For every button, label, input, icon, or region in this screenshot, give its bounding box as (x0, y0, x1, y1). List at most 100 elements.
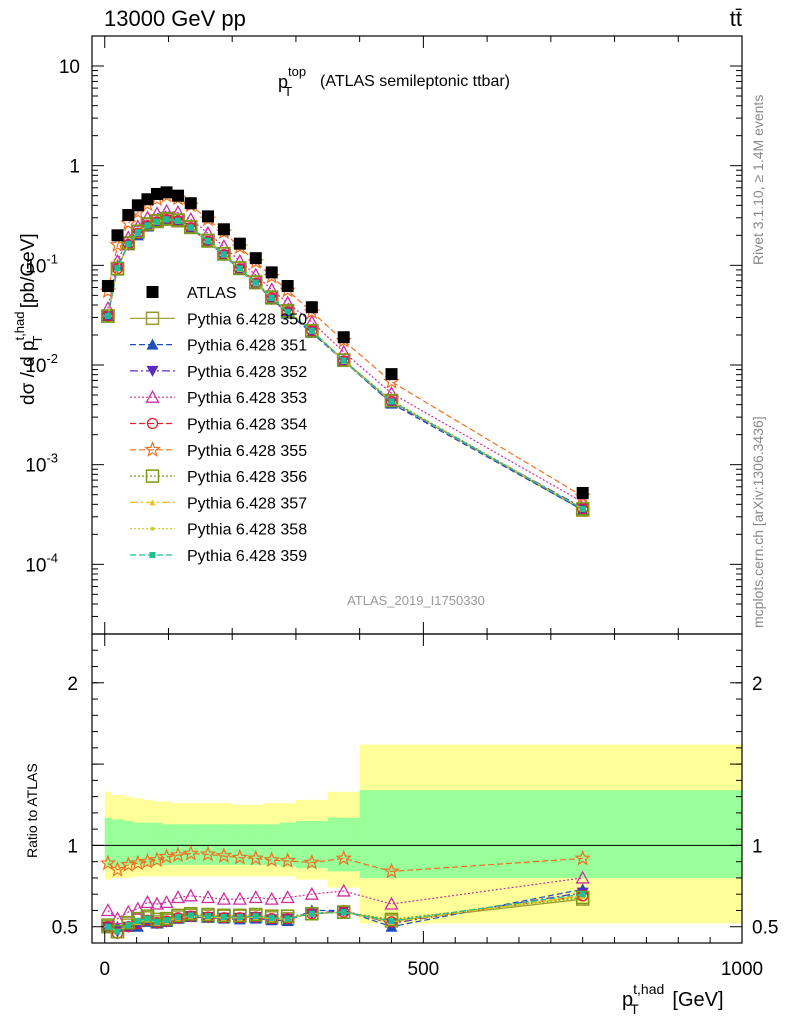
ratio-point (279, 852, 296, 868)
main-title: ptop T (278, 64, 306, 99)
ratio-point (280, 890, 295, 904)
x-axis-label: pt,had T [GeV] (622, 981, 724, 1017)
legend-label: Pythia 6.428 359 (187, 548, 307, 565)
data-point (131, 224, 145, 238)
data-point (151, 187, 163, 200)
data-point (576, 486, 589, 499)
ratio-point (125, 922, 132, 929)
legend-entry: Pythia 6.428 355 (130, 441, 307, 460)
ratio-point (252, 913, 259, 920)
series-359 (104, 216, 586, 512)
ratio-point (99, 854, 117, 871)
mcplots-label: mcplots.cern.ch [arXiv:1306.3436] (750, 416, 766, 628)
title-var-sub: T (284, 84, 292, 99)
band-inner-bin (162, 824, 173, 865)
data-point (104, 313, 111, 320)
band-inner-bin (327, 817, 361, 872)
y-tick-label: 10-1 (25, 251, 58, 277)
band-inner-bin (359, 790, 424, 878)
band-inner-bin (152, 822, 163, 865)
data-point (577, 503, 589, 515)
data-point (220, 251, 227, 258)
ratio-point (216, 891, 232, 905)
legend-label: Pythia 6.428 357 (187, 495, 307, 512)
band-inner-bin (279, 822, 297, 867)
ratio-point (149, 896, 165, 910)
ratio-point (158, 848, 175, 864)
ratio-point (148, 851, 166, 868)
ratio-y-tick-label-right: 1 (752, 836, 763, 857)
ratio-y-tick-label: 1 (67, 836, 78, 857)
data-point (159, 203, 174, 217)
data-point (122, 208, 135, 221)
data-point (154, 218, 160, 225)
series-line (107, 210, 583, 503)
ratio-point (134, 918, 141, 925)
ratio-point (249, 907, 263, 922)
data-point (170, 205, 186, 219)
data-point (384, 385, 399, 399)
ratio-point (182, 844, 199, 861)
data-point (184, 197, 197, 210)
ratio-point (383, 862, 400, 879)
data-point (121, 236, 136, 250)
ratio-point (154, 918, 160, 925)
data-point (110, 261, 125, 276)
ratio-point (220, 913, 227, 920)
legend-marker (145, 389, 160, 403)
data-point (264, 290, 279, 304)
ratio-point (231, 848, 249, 865)
legend-entry: Pythia 6.428 359 (130, 548, 307, 565)
ratio-point (114, 928, 121, 935)
ratio-point (159, 894, 174, 908)
data-point (172, 189, 185, 202)
legend-marker (146, 338, 159, 350)
data-point (268, 295, 275, 302)
ratio-point (303, 853, 321, 870)
ratio-point (183, 888, 198, 902)
legend-marker (145, 311, 160, 326)
ratio-point (263, 851, 280, 868)
ratio-y-tick-label-right: 2 (752, 674, 763, 695)
band-inner-bin (123, 821, 134, 865)
legend: ATLAS Pythia 6.428 350 Pythia 6.428 351 Pyt… (130, 285, 307, 565)
y-tick-label: 10-3 (25, 451, 58, 477)
ratio-point (100, 903, 116, 917)
data-point (579, 505, 586, 512)
data-point (385, 368, 398, 381)
ratio-point (200, 890, 216, 904)
data-point (132, 227, 144, 239)
legend-label: Pythia 6.428 353 (187, 390, 307, 407)
ratio-point (236, 913, 243, 920)
series-line (107, 195, 584, 497)
ratio-series-359 (104, 891, 586, 935)
ratio-point (304, 886, 319, 900)
ratio-point (110, 911, 125, 925)
x-tick-label: 1000 (721, 959, 763, 980)
ratio-point (388, 918, 395, 925)
ratio-point (384, 896, 399, 910)
legend-label: Pythia 6.428 356 (187, 469, 307, 486)
y-tick-label: 10 (59, 57, 80, 78)
ratio-point (199, 845, 217, 862)
series-355 (99, 187, 591, 504)
ratio-point (308, 910, 315, 917)
main-title-text: (ATLAS semileptonic ttbar) (320, 73, 510, 90)
ratio-point (233, 908, 247, 923)
ratio-point (184, 906, 198, 921)
legend-entry: Pythia 6.428 358 (130, 522, 307, 539)
ratio-series-355 (99, 844, 591, 879)
y-tick-label: 1 (69, 157, 80, 178)
y-tick-label: 10-2 (25, 351, 58, 377)
data-point (336, 344, 351, 358)
ratio-point (280, 909, 295, 923)
legend-entry: Pythia 6.428 352 (130, 364, 307, 381)
band-inner-bin (104, 817, 112, 867)
title-var-sup: top (288, 64, 306, 79)
legend-entry: Pythia 6.428 351 (130, 338, 307, 355)
data-point (217, 223, 230, 236)
data-point (101, 280, 114, 293)
data-point (183, 211, 198, 225)
ratio-point (232, 891, 247, 905)
